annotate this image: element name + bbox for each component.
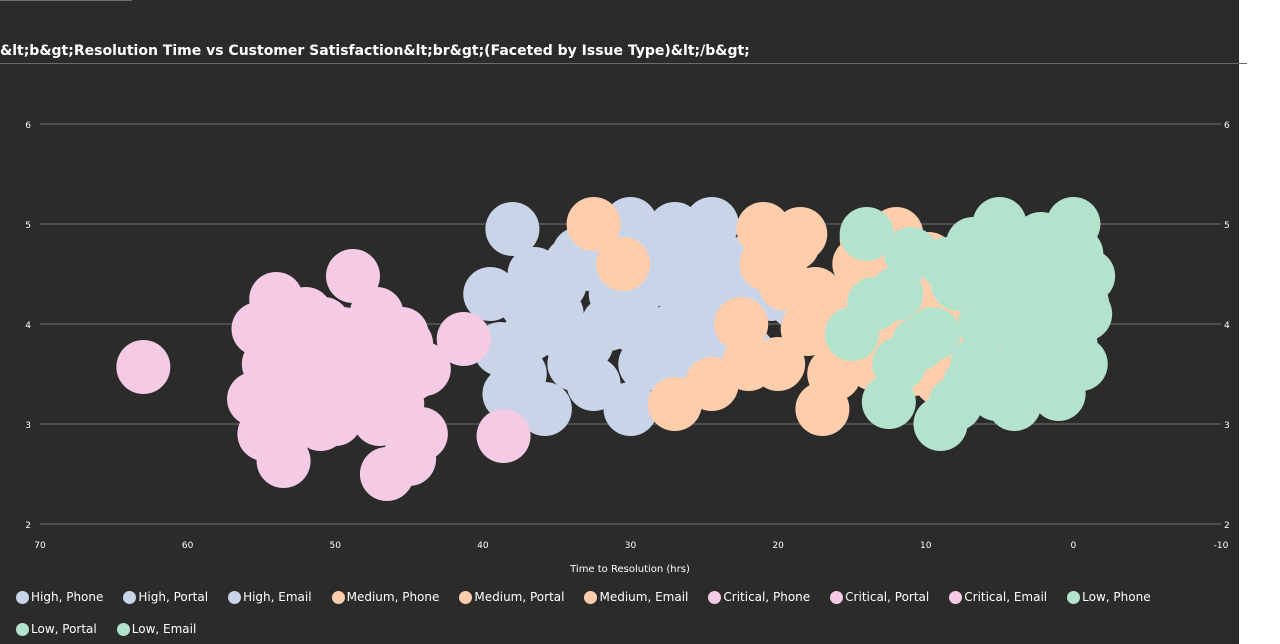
legend-swatch-icon (830, 590, 844, 604)
legend-label: High, Email (243, 590, 312, 604)
legend-item[interactable]: High, Portal (123, 588, 208, 606)
data-point[interactable] (1055, 277, 1110, 331)
legend-label: High, Portal (138, 590, 209, 604)
data-point[interactable] (633, 307, 688, 361)
data-point[interactable] (647, 202, 702, 256)
legend-label: Critical, Phone (723, 590, 811, 604)
x-tick-label: 70 (34, 541, 46, 551)
data-point[interactable] (714, 297, 769, 351)
legend-label: Critical, Portal (845, 590, 930, 604)
x-tick-label: 60 (182, 541, 194, 551)
data-point[interactable] (352, 392, 407, 446)
data-point[interactable] (547, 337, 602, 391)
x-tick-label: 50 (330, 541, 342, 551)
legend-swatch-icon (1067, 590, 1081, 604)
data-point[interactable] (692, 247, 747, 301)
data-point[interactable] (269, 332, 324, 386)
data-point[interactable] (393, 407, 448, 461)
data-point[interactable] (960, 347, 1015, 401)
data-point[interactable] (993, 237, 1048, 291)
legend-swatch-icon (116, 622, 130, 636)
data-point[interactable] (869, 267, 924, 321)
data-point[interactable] (517, 382, 572, 436)
legend-item[interactable]: High, Email (228, 588, 312, 606)
legend-swatch-icon (331, 590, 345, 604)
data-point[interactable] (1028, 337, 1083, 391)
legend-swatch-icon (459, 590, 473, 604)
data-point[interactable] (872, 337, 927, 391)
data-point[interactable] (824, 307, 879, 361)
data-point[interactable] (596, 237, 651, 291)
legend-item[interactable]: High, Phone (16, 588, 103, 606)
x-tick-label: -10 (1214, 541, 1229, 551)
data-point[interactable] (945, 217, 1000, 271)
legend-label: Medium, Phone (346, 590, 440, 604)
y-tick-label-right: 3 (1224, 421, 1230, 431)
legend-item[interactable]: Critical, Email (949, 588, 1047, 606)
x-tick-label: 10 (920, 541, 932, 551)
legend-label: Low, Phone (1082, 590, 1151, 604)
y-tick-label-right: 6 (1224, 121, 1230, 131)
data-points (116, 197, 1116, 501)
legend-swatch-icon (228, 590, 242, 604)
y-tick-label: 6 (25, 121, 31, 131)
scatter-chart: 2 3 4 5 6 2 3 4 5 6 70 60 50 40 30 20 10 0 -10 Time to R… (25, 121, 1230, 575)
y-tick-label: 4 (25, 321, 31, 331)
data-point[interactable] (485, 202, 540, 256)
data-point[interactable] (839, 207, 894, 261)
x-axis-title: Time to Resolution (hrs) (569, 564, 690, 575)
data-point[interactable] (116, 340, 171, 394)
x-tick-label: 40 (477, 541, 489, 551)
legend-label: Medium, Portal (474, 590, 565, 604)
y-axis-left: 2 3 4 5 6 (25, 121, 31, 531)
data-point[interactable] (436, 312, 491, 366)
legend-item[interactable]: Medium, Phone (331, 588, 440, 606)
y-tick-label-right: 5 (1224, 221, 1230, 231)
legend-swatch-icon (949, 590, 963, 604)
legend-label: Low, Email (131, 622, 197, 636)
data-point[interactable] (330, 307, 385, 361)
data-point[interactable] (463, 267, 518, 321)
legend-label: Medium, Email (599, 590, 689, 604)
legend-swatch-icon (16, 590, 29, 604)
legend-item[interactable]: Medium, Email (584, 588, 688, 606)
y-axis-right: 2 3 4 5 6 (1224, 121, 1230, 531)
data-point[interactable] (379, 317, 434, 371)
legend-swatch-icon (708, 590, 722, 604)
data-point[interactable] (721, 337, 776, 391)
data-point[interactable] (773, 207, 828, 261)
legend-label: Low, Portal (31, 622, 97, 636)
legend-swatch-icon (16, 622, 29, 636)
x-tick-label: 0 (1071, 541, 1077, 551)
y-tick-label-right: 4 (1224, 321, 1230, 331)
y-tick-label: 5 (25, 221, 31, 231)
legend-item[interactable]: Low, Phone (1067, 588, 1151, 606)
data-point[interactable] (249, 272, 304, 326)
data-point[interactable] (603, 197, 658, 251)
y-tick-label: 2 (25, 521, 31, 531)
legend-label: High, Phone (31, 590, 104, 604)
x-tick-label: 20 (772, 541, 784, 551)
data-point[interactable] (476, 409, 531, 463)
legend-item[interactable]: Critical, Phone (708, 588, 810, 606)
data-point[interactable] (566, 197, 621, 251)
legend-label: Critical, Email (964, 590, 1048, 604)
chart-title: &lt;b&gt;Resolution Time vs Customer Sat… (0, 43, 750, 59)
legend-item[interactable]: Low, Portal (16, 620, 97, 638)
legend-swatch-icon (584, 590, 598, 604)
y-tick-label: 3 (25, 421, 31, 431)
data-point[interactable] (603, 382, 658, 436)
legend-swatch-icon (123, 590, 137, 604)
legend-item[interactable]: Medium, Portal (459, 588, 564, 606)
legend[interactable]: High, Phone High, Portal High, Email Medium… (16, 588, 1226, 638)
title-divider (0, 63, 1247, 64)
top-tab-indicator (0, 0, 132, 1)
x-tick-label: 30 (625, 541, 637, 551)
legend-item[interactable]: Critical, Portal (830, 588, 929, 606)
x-axis: 70 60 50 40 30 20 10 0 -10 (34, 541, 1228, 551)
y-tick-label-right: 2 (1224, 521, 1230, 531)
legend-item[interactable]: Low, Email (116, 620, 197, 638)
